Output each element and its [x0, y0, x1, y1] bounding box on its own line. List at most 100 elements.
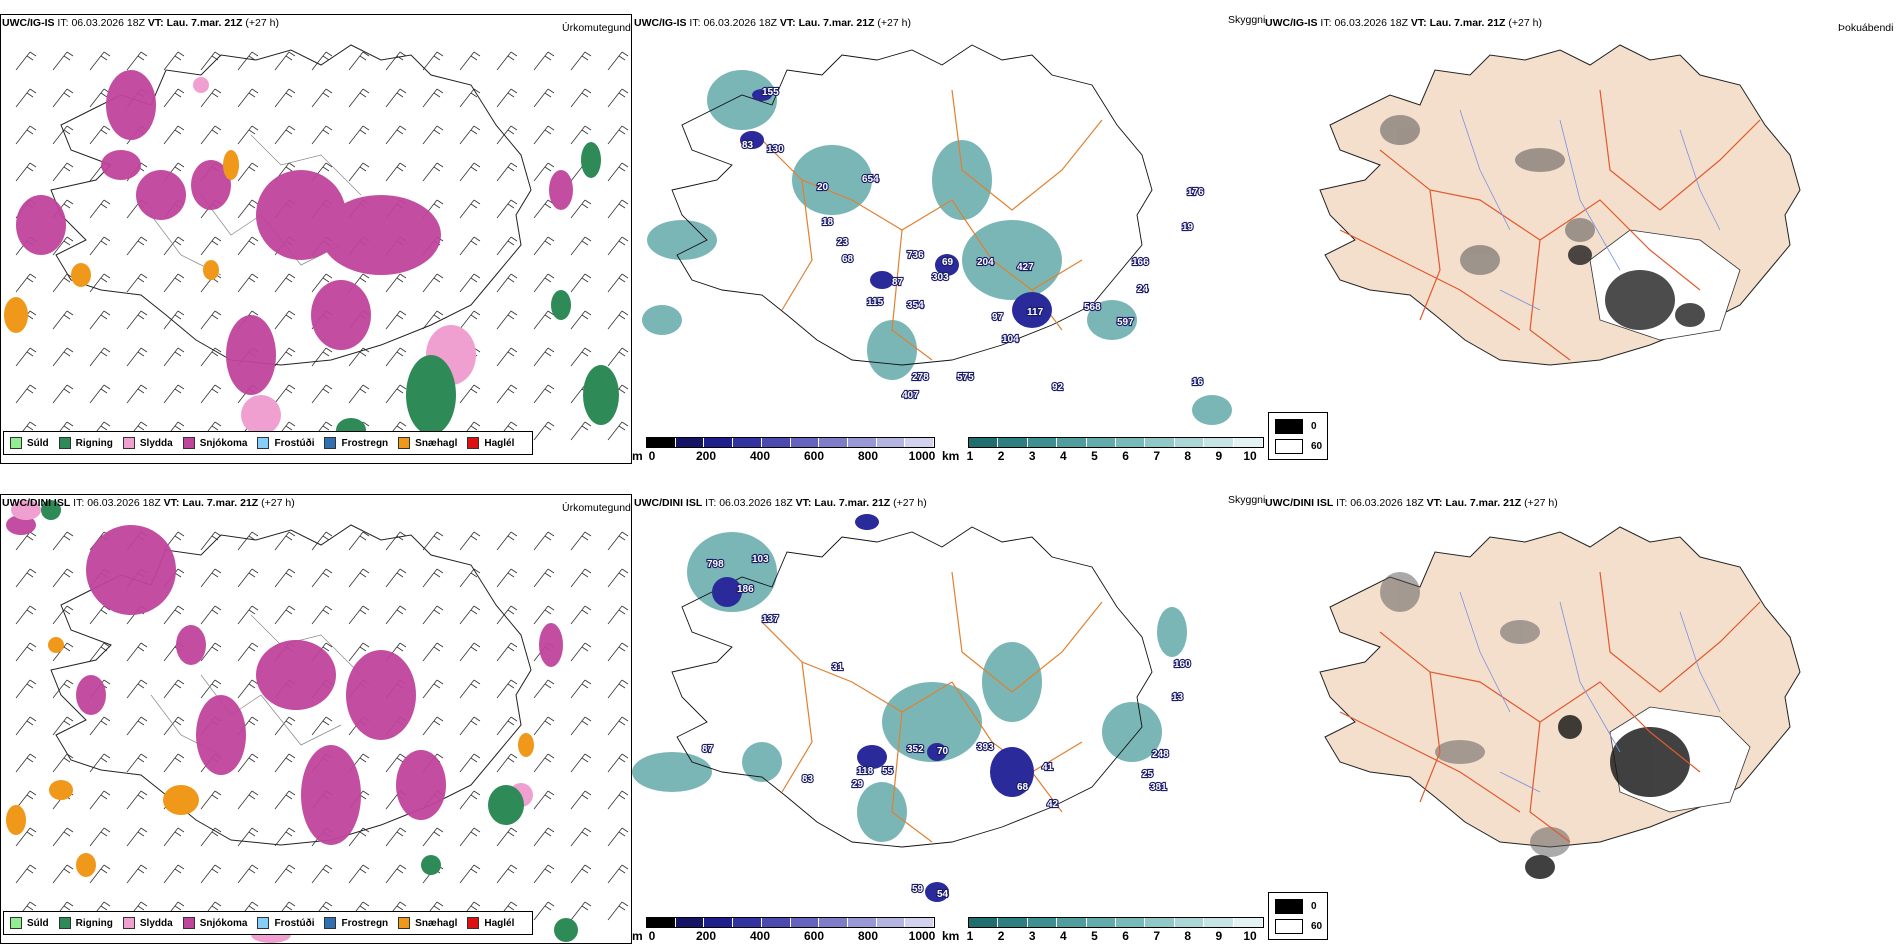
model-name: UWC/IG-IS [1265, 17, 1318, 29]
colorbar-cell [1027, 438, 1058, 447]
legend-label: Súld [27, 917, 49, 929]
wind-barb-icon [533, 605, 555, 625]
wind-barb-icon [496, 716, 518, 736]
wind-barb-icon [607, 679, 629, 699]
colorbar-cell [704, 438, 734, 447]
fog-panel-2 [1280, 512, 1890, 912]
it-label: IT: [1320, 17, 1332, 29]
fog-legend-2: 0 60 [1268, 892, 1328, 940]
wind-barb-icon [15, 716, 37, 736]
wind-barb-icon [274, 827, 296, 847]
wind-barb-icon [385, 51, 407, 71]
colorbar-cell [876, 438, 906, 447]
wind-barb-icon [459, 790, 481, 810]
wind-barb-icon [607, 716, 629, 736]
precip-legend-item: Frostúði [257, 917, 314, 929]
colorbar-tick: 3 [1028, 929, 1036, 943]
it-label: IT: [705, 497, 717, 509]
wind-barb-icon [163, 827, 185, 847]
wind-barb-icon [274, 753, 296, 773]
wind-barb-icon [422, 568, 444, 588]
cloud-panel-1: 155 83 130 20 654 18 23 68 736 69 87 303 204 427 115 35… [632, 30, 1262, 430]
wind-barb-icon [385, 347, 407, 367]
wind-barb-icon [274, 273, 296, 293]
wind-barb-icon [496, 199, 518, 219]
wind-barb-icon [348, 51, 370, 71]
wind-barb-icon [459, 162, 481, 182]
colorbar-tick: 1 [966, 929, 974, 943]
it-value: 06.03.2026 18Z [1350, 497, 1424, 509]
wind-barb-icon [459, 384, 481, 404]
wind-barb-icon [163, 679, 185, 699]
wind-barb-icon [15, 568, 37, 588]
fog-legend-item: 60 [1275, 919, 1322, 934]
model-name: UWC/DINI ISL [2, 497, 71, 509]
wind-barb-icon [459, 605, 481, 625]
wind-barb-icon [15, 679, 37, 699]
cloud-base-value: 16 [1192, 377, 1204, 388]
colorbar-tick: 600 [803, 929, 825, 943]
wind-barb-icon [570, 531, 592, 551]
cloud-base-value: 104 [1002, 334, 1019, 345]
wind-barb-icon [496, 605, 518, 625]
wind-barb-icon [15, 51, 37, 71]
wind-barb-icon [89, 199, 111, 219]
wind-barb-icon [237, 642, 259, 662]
wind-barb-icon [163, 51, 185, 71]
vt-label: VT: [147, 17, 164, 29]
legend-label: 0 [1311, 421, 1317, 432]
visibility-unit: km [942, 929, 960, 943]
cloud-base-value: 278 [912, 372, 929, 383]
wind-barb-icon [533, 51, 555, 71]
wind-barb-icon [385, 125, 407, 145]
wind-barb-icon [200, 51, 222, 71]
precip-legend-item: Frostregn [324, 917, 388, 929]
colorbar-cell [1116, 438, 1146, 447]
cloud-base-value: 20 [817, 182, 829, 193]
colorbar-cell [1086, 918, 1117, 927]
wind-barb-icon [274, 310, 296, 330]
precip-map-1 [4, 44, 629, 442]
model-name: UWC/DINI ISL [1265, 497, 1334, 509]
fog-legend-1: 0 60 [1268, 412, 1328, 460]
it-value: 06.03.2026 18Z [87, 497, 161, 509]
colorbar-tick: 4 [1059, 929, 1067, 943]
legend-label: Rigning [75, 917, 113, 929]
wind-barb-icon [126, 864, 148, 884]
wind-barb-icon [348, 531, 370, 551]
visibility-colorbar-2: km 1 2 3 4 5 6 7 8 9 10 [942, 917, 1264, 947]
wind-barb-icon [237, 568, 259, 588]
wind-barb-icon [533, 716, 555, 736]
wind-barb-icon [422, 679, 444, 699]
wind-barb-icon [200, 827, 222, 847]
cloud-map-2: 798 103 186 137 31 352 70 393 55 118 29 83 87 68 42 41 2… [632, 514, 1192, 902]
wind-barb-icon [311, 384, 333, 404]
precip-panel-1 [0, 14, 632, 464]
wind-barb-icon [311, 88, 333, 108]
wind-barb-icon [274, 790, 296, 810]
colorbar-tick: 0 [648, 929, 656, 943]
cloud-base-cells [646, 437, 935, 448]
wind-barb-icon [570, 310, 592, 330]
vt-value: Lau. 7.mar. 21Z [166, 17, 243, 29]
colorbar-tick: 400 [749, 929, 771, 943]
wind-barb-icon [237, 273, 259, 293]
cloud-base-value: 103 [752, 554, 769, 565]
wind-barb-icon [52, 88, 74, 108]
legend-label: Snjókoma [199, 437, 248, 449]
precip-legend-item: Slydda [122, 917, 173, 929]
wind-barb-icon [533, 901, 555, 921]
legend-swatch [1275, 919, 1303, 934]
precip-panel-2 [0, 494, 632, 944]
precip-legend-item: Snæhagl [398, 437, 457, 449]
wind-barb-icon [15, 162, 37, 182]
legend-swatch [122, 917, 135, 929]
legend-swatch [122, 437, 135, 449]
fog-map-1 [1319, 44, 1801, 366]
cloud-base-value: 118 [857, 766, 874, 777]
colorbar-cell [1233, 438, 1264, 447]
it-value: 06.03.2026 18Z [719, 497, 793, 509]
wind-barb-icon [385, 310, 407, 330]
wind-barb-icon [52, 753, 74, 773]
